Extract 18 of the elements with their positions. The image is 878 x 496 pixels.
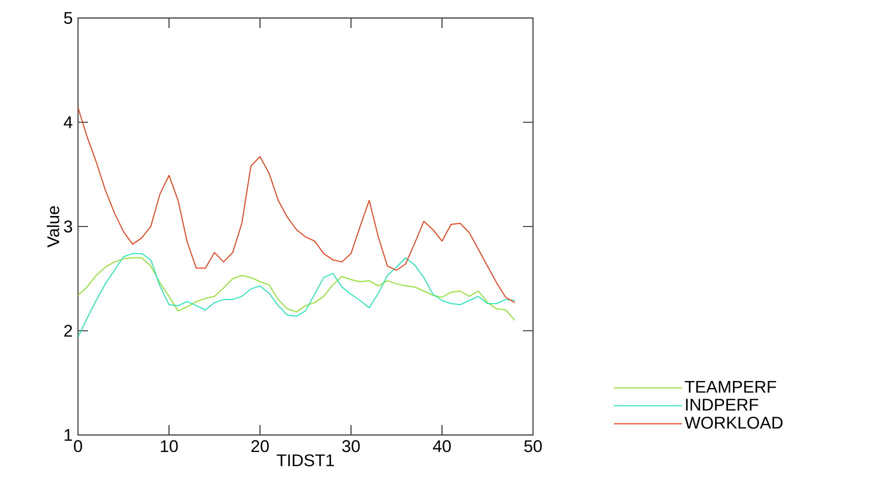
legend-label: TEAMPERF	[684, 380, 776, 393]
legend-label: INDPERF	[686, 398, 758, 411]
y-tick-label: 4	[64, 116, 72, 128]
x-tick-label: 50	[524, 440, 542, 452]
x-tick-label: 30	[342, 440, 360, 452]
x-tick-label: 10	[160, 440, 178, 452]
y-tick-label: 1	[64, 429, 72, 441]
x-tick-label: 0	[74, 440, 82, 452]
line-series	[78, 257, 516, 321]
y-tick-label: 5	[64, 12, 72, 24]
line-series	[78, 253, 516, 338]
y-tick-label: 3	[64, 220, 72, 232]
x-axis-title: TIDST1	[276, 454, 334, 466]
legend-label: WORKLOAD	[684, 416, 783, 429]
x-tick-label: 40	[432, 440, 451, 452]
y-axis-title: Value	[46, 206, 60, 248]
y-tick-label: 2	[64, 324, 72, 337]
x-tick-label: 20	[251, 440, 269, 452]
